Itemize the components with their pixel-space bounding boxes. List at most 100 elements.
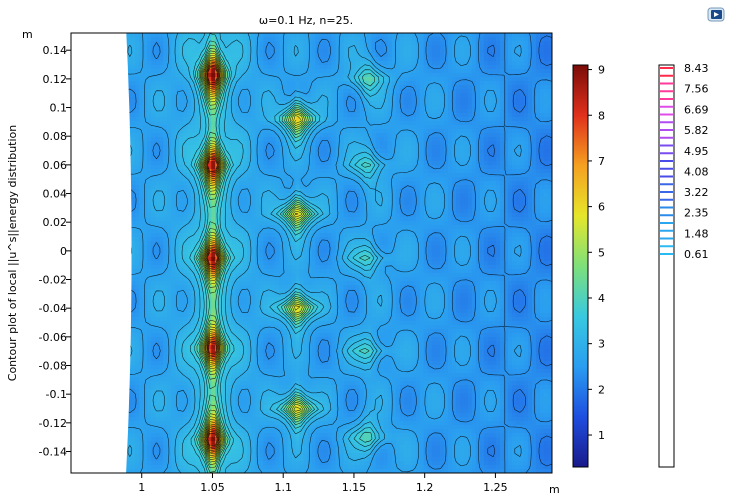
heatmap-cell	[259, 157, 264, 162]
heatmap-cell	[459, 49, 465, 54]
heatmap-cell	[455, 105, 461, 110]
heatmap-cell	[383, 85, 389, 90]
heatmap-cell	[287, 37, 293, 42]
heatmap-cell	[479, 85, 485, 90]
heatmap-cell	[439, 113, 445, 118]
heatmap-cell	[251, 165, 256, 170]
heatmap-cell	[547, 33, 552, 38]
heatmap-cell	[447, 61, 453, 66]
heatmap-cell	[387, 161, 393, 166]
heatmap-cell	[547, 177, 552, 182]
heatmap-cell	[131, 129, 136, 134]
heatmap-cell	[239, 49, 244, 54]
heatmap-cell	[395, 169, 401, 174]
heatmap-cell	[359, 53, 365, 58]
heatmap-cell	[475, 37, 481, 42]
heatmap-cell	[139, 77, 144, 82]
heatmap-cell	[167, 153, 172, 158]
heatmap-cell	[143, 69, 148, 74]
heatmap-cell	[307, 125, 313, 130]
heatmap-cell	[171, 41, 176, 46]
heatmap-cell	[295, 173, 301, 178]
heatmap-cell	[419, 53, 425, 58]
heatmap-cell	[471, 169, 477, 174]
heatmap-cell	[363, 125, 369, 130]
heatmap-cell	[227, 93, 232, 98]
heatmap-cell	[495, 177, 501, 182]
heatmap-cell	[387, 149, 393, 154]
heatmap-cell	[171, 197, 176, 202]
heatmap-cell	[367, 109, 373, 114]
heatmap-cell	[339, 81, 345, 86]
heatmap-cell	[303, 49, 309, 54]
heatmap-cell	[499, 125, 505, 130]
heatmap-cell	[391, 133, 397, 138]
heatmap-cell	[239, 105, 244, 110]
heatmap-cell	[487, 81, 493, 86]
heatmap-cell	[267, 33, 273, 38]
heatmap-cell	[191, 193, 196, 198]
heatmap-cell	[339, 97, 345, 102]
heatmap-cell	[307, 57, 313, 62]
heatmap-cell	[167, 177, 172, 182]
heatmap-cell	[443, 193, 449, 198]
heatmap-cell	[227, 73, 232, 78]
heatmap-cell	[395, 161, 401, 166]
heatmap-cell	[307, 97, 313, 102]
heatmap-cell	[527, 125, 533, 130]
heatmap-cell	[307, 189, 313, 194]
heatmap-cell	[431, 185, 437, 190]
heatmap-cell	[127, 101, 132, 106]
heatmap-cell	[519, 101, 525, 106]
heatmap-cell	[387, 113, 393, 118]
heatmap-cell	[539, 169, 545, 174]
heatmap-cell	[243, 121, 248, 126]
heatmap-cell	[539, 149, 545, 154]
heatmap-cell	[311, 105, 317, 110]
heatmap-cell	[511, 149, 517, 154]
heatmap-cell	[531, 69, 537, 74]
heatmap-cell	[267, 85, 273, 90]
heatmap-cell	[135, 165, 140, 170]
heatmap-cell	[351, 57, 357, 62]
heatmap-cell	[455, 145, 461, 150]
heatmap-cell	[435, 193, 441, 198]
heatmap-cell	[163, 117, 168, 122]
heatmap-cell	[183, 117, 188, 122]
heatmap-cell	[515, 121, 521, 126]
heatmap-cell	[131, 73, 136, 78]
heatmap-cell	[331, 153, 337, 158]
heatmap-cell	[219, 169, 224, 174]
heatmap-cell	[239, 177, 244, 182]
heatmap-cell	[147, 33, 152, 38]
heatmap-cell	[423, 117, 429, 122]
heatmap-cell	[311, 129, 317, 134]
heatmap-cell	[331, 109, 337, 114]
heatmap-cell	[291, 45, 297, 50]
heatmap-cell	[187, 141, 192, 146]
heatmap-cell	[267, 141, 273, 146]
heatmap-cell	[335, 121, 341, 126]
heatmap-cell	[367, 85, 373, 90]
heatmap-cell	[375, 125, 381, 130]
heatmap-cell	[499, 37, 505, 42]
heatmap-cell	[443, 117, 449, 122]
heatmap-cell	[303, 57, 309, 62]
heatmap-cell	[347, 141, 353, 146]
heatmap-cell	[211, 89, 216, 94]
heatmap-cell	[539, 69, 545, 74]
heatmap-cell	[211, 181, 216, 186]
heatmap-cell	[279, 41, 285, 46]
heatmap-cell	[495, 181, 501, 186]
heatmap-cell	[275, 73, 281, 78]
heatmap-cell	[307, 129, 313, 134]
heatmap-cell	[439, 109, 445, 114]
heatmap-cell	[239, 145, 244, 150]
heatmap-cell	[223, 121, 228, 126]
heatmap-cell	[367, 181, 373, 186]
heatmap-cell	[339, 189, 345, 194]
heatmap-cell	[279, 69, 285, 74]
heatmap-cell	[495, 81, 501, 86]
heatmap-cell	[519, 61, 525, 66]
heatmap-cell	[283, 97, 289, 102]
